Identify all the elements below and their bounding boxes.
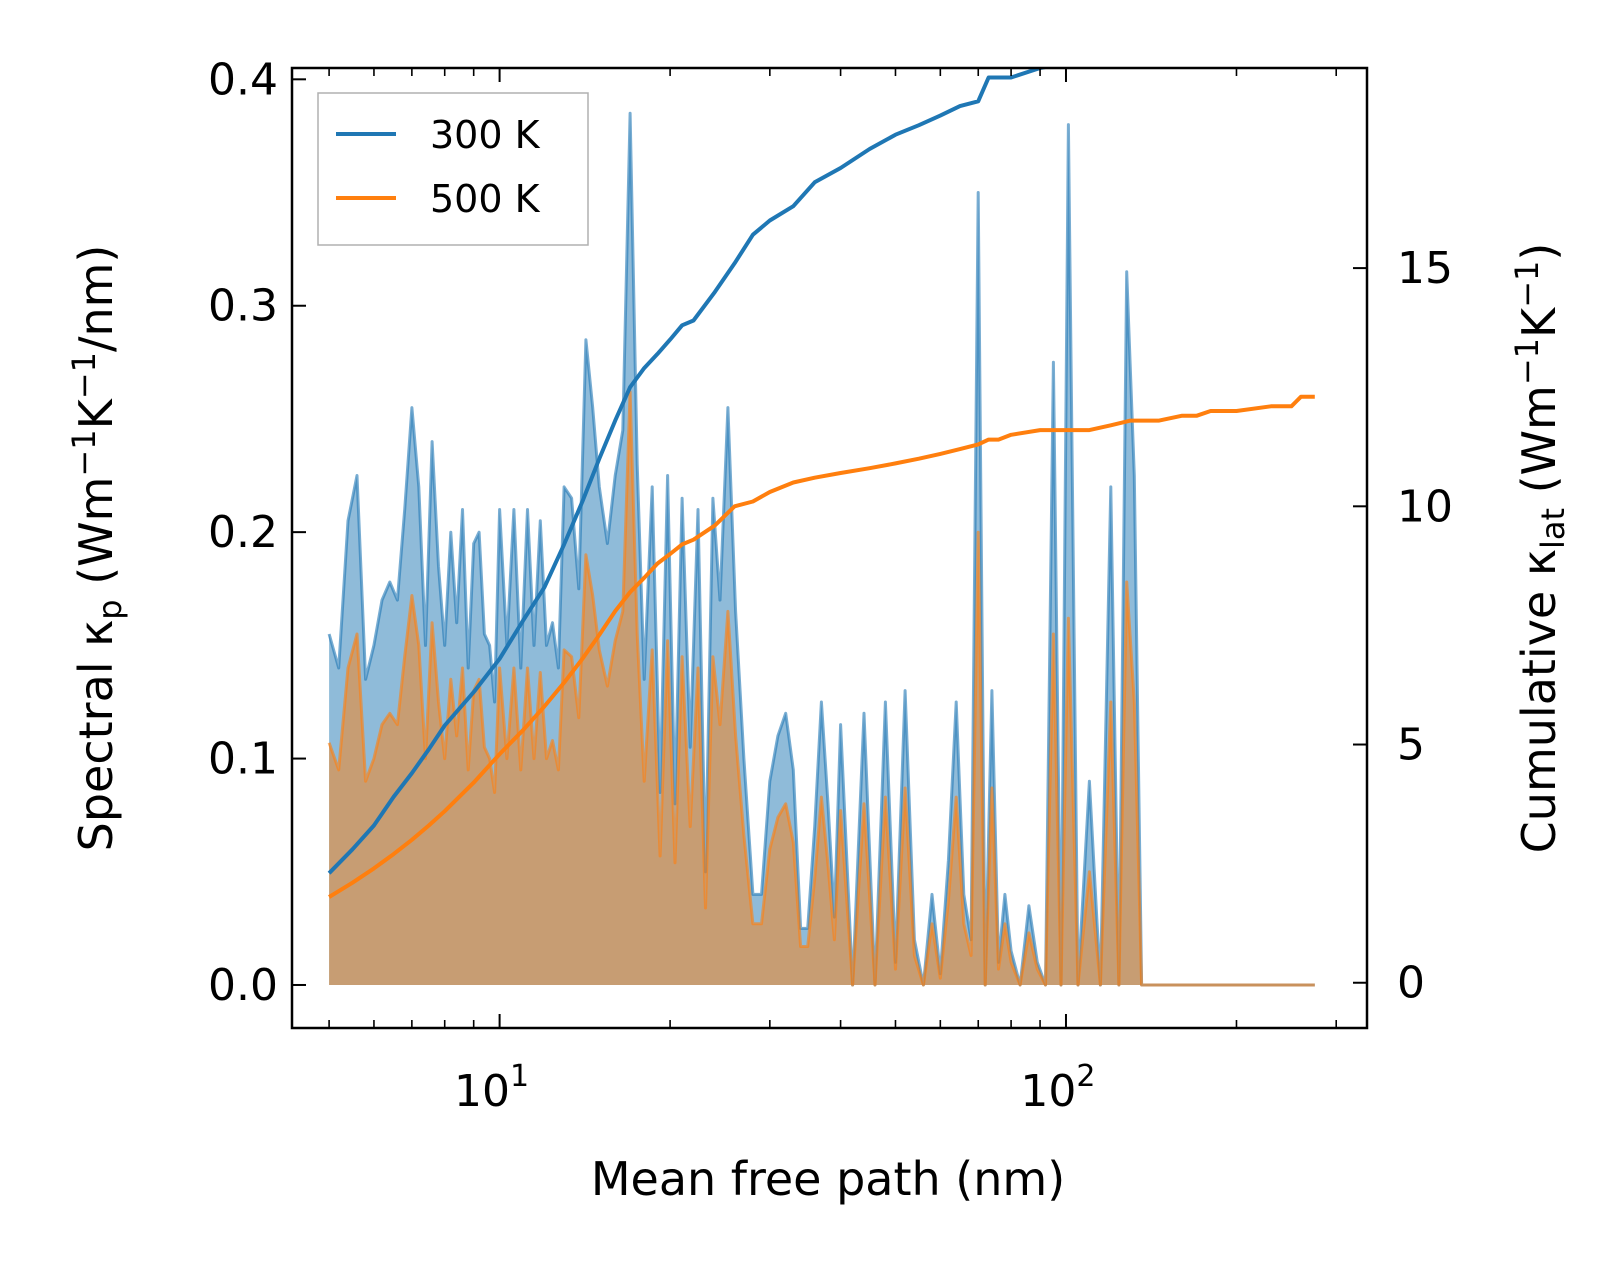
y-left-tick-label: 0.2 (208, 507, 278, 558)
x-tick-label: 102 (1020, 1059, 1095, 1117)
y-right-tick-label: 10 (1397, 481, 1453, 532)
y-left-tick-label: 0.0 (208, 960, 278, 1011)
plot-series-group (327, 68, 1315, 987)
x-tick-label: 101 (454, 1059, 529, 1117)
y-left-tick-label: 0.3 (208, 281, 278, 332)
spectral-fill-500k (329, 391, 1315, 985)
plot-area (327, 68, 1315, 987)
legend: 300 K 500 K (317, 92, 589, 246)
cumulative-line-300k (327, 68, 1052, 875)
axes-frame (290, 66, 1369, 1030)
y-left-axis-title: Spectral κp (Wm−1K−1/nm) (65, 245, 129, 852)
y-left-tick-label: 0.4 (208, 54, 278, 105)
y-left-tick-label: 0.1 (208, 734, 278, 785)
y-right-axis-title: Cumulative κlat (Wm−1K−1) (1508, 243, 1572, 854)
cumulative-line-500k (328, 394, 1315, 899)
y-right-tick-label: 5 (1397, 720, 1425, 771)
legend-box (317, 92, 589, 246)
axis-ticks: 0.0 0.1 0.2 0.3 0.4 0 5 10 15 101 102 (208, 54, 1453, 1117)
y-right-tick-label: 15 (1397, 243, 1453, 294)
legend-label-300k: 300 K (430, 113, 541, 157)
spectral-line-500k (327, 390, 1315, 987)
legend-label-500k: 500 K (430, 177, 541, 221)
y-right-tick-label: 0 (1397, 958, 1425, 1009)
x-axis-title: Mean free path (nm) (591, 1152, 1065, 1206)
